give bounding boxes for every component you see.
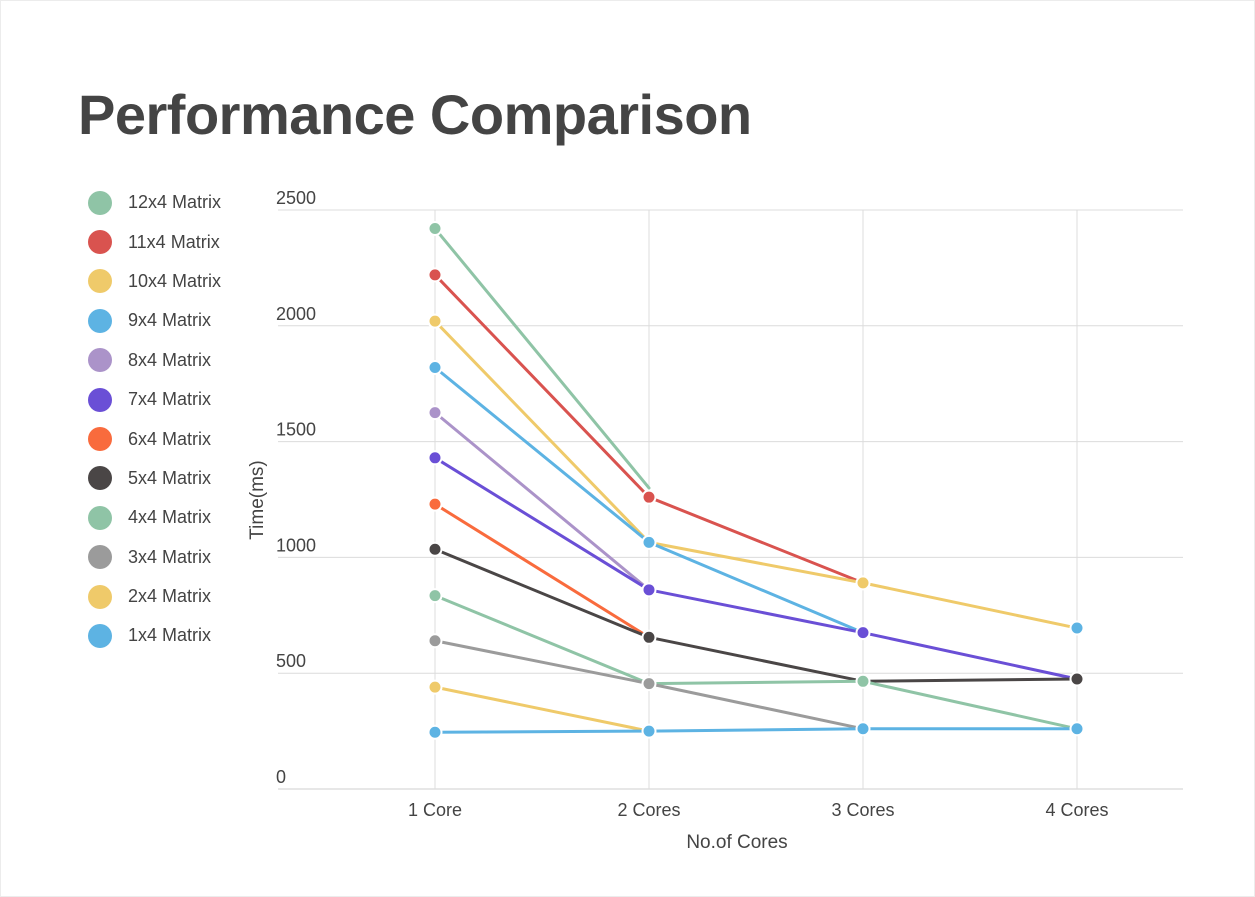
data-point [427, 588, 443, 604]
data-point [427, 359, 443, 375]
data-point [1069, 671, 1085, 687]
data-point [855, 575, 871, 591]
data-point [855, 625, 871, 641]
legend-label: 2x4 Matrix [128, 586, 212, 607]
legend-swatch [88, 308, 112, 333]
data-point [427, 679, 443, 695]
series-line [433, 456, 1079, 681]
series-line [433, 319, 1079, 630]
legend-item: 2x4 Matrix [88, 577, 221, 616]
legend-item: 9x4 Matrix [88, 301, 221, 340]
x-tick-label: 4 Cores [1045, 800, 1108, 820]
legend-item: 5x4 Matrix [88, 459, 221, 498]
y-axis-title: Time(ms) [247, 460, 268, 540]
data-point [855, 673, 871, 689]
legend-label: 3x4 Matrix [128, 546, 212, 567]
data-point [427, 633, 443, 649]
data-point [427, 541, 443, 557]
data-point [427, 313, 443, 329]
data-point [1069, 721, 1085, 737]
legend-label: 11x4 Matrix [128, 231, 220, 252]
legend-item: 11x4 Matrix [88, 222, 221, 261]
data-point [427, 496, 443, 512]
legend-item: 1x4 Matrix [88, 616, 221, 655]
legend-item: 6x4 Matrix [88, 419, 221, 458]
legend-item: 10x4 Matrix [88, 262, 221, 301]
legend-swatch [88, 427, 112, 452]
legend-label: 8x4 Matrix [128, 349, 212, 370]
legend-label: 6x4 Matrix [128, 428, 212, 449]
legend-swatch [88, 545, 112, 570]
data-point [641, 676, 657, 692]
x-tick-label: 2 Cores [617, 800, 680, 820]
x-axis-title: No.of Cores [686, 832, 787, 853]
legend-item: 7x4 Matrix [88, 380, 221, 419]
y-tick-label: 1000 [276, 535, 316, 555]
legend-label: 10x4 Matrix [128, 270, 222, 291]
legend-item: 8x4 Matrix [88, 341, 221, 380]
data-point [641, 534, 657, 550]
series-line [433, 727, 1079, 734]
legend-swatch [88, 387, 112, 412]
y-tick-label: 0 [276, 767, 286, 787]
y-tick-label: 1500 [276, 420, 316, 440]
legend-swatch [88, 623, 112, 648]
legend-label: 7x4 Matrix [128, 389, 212, 410]
legend-label: 9x4 Matrix [128, 310, 212, 331]
y-tick-label: 500 [276, 651, 306, 671]
legend-swatch [88, 230, 112, 255]
data-point [427, 405, 443, 421]
data-point [427, 724, 443, 740]
x-tick-label: 3 Cores [831, 800, 894, 820]
legend-item: 4x4 Matrix [88, 498, 221, 537]
data-point [641, 489, 657, 505]
data-point [1069, 620, 1085, 636]
legend-swatch [88, 348, 112, 373]
legend-swatch [88, 190, 112, 215]
chart-title: Performance Comparison [78, 83, 752, 146]
data-point [427, 267, 443, 283]
legend-item: 3x4 Matrix [88, 538, 221, 577]
legend-swatch [88, 269, 112, 294]
data-point [641, 723, 657, 739]
legend-swatch [88, 505, 112, 530]
legend-swatch [88, 466, 112, 491]
series-line [433, 685, 651, 733]
legend-label: 1x4 Matrix [128, 625, 212, 646]
legend: 12x4 Matrix 11x4 Matrix 10x4 Matrix 9x4 Mat… [88, 183, 221, 656]
series-line [433, 227, 651, 490]
legend-label: 5x4 Matrix [128, 467, 212, 488]
y-tick-label: 2500 [276, 188, 316, 208]
data-point [427, 450, 443, 466]
x-tick-label: 1 Core [408, 800, 462, 820]
data-point [855, 721, 871, 737]
data-point [427, 221, 443, 237]
y-tick-label: 2000 [276, 304, 316, 324]
legend-label: 12x4 Matrix [128, 192, 222, 213]
data-point [641, 582, 657, 598]
series-line [433, 502, 651, 639]
series-line [433, 411, 651, 592]
legend-swatch [88, 584, 112, 609]
series-line [433, 594, 1079, 731]
series-line [433, 547, 1079, 683]
data-point [641, 629, 657, 645]
legend-label: 4x4 Matrix [128, 507, 212, 528]
legend-item: 12x4 Matrix [88, 183, 221, 222]
